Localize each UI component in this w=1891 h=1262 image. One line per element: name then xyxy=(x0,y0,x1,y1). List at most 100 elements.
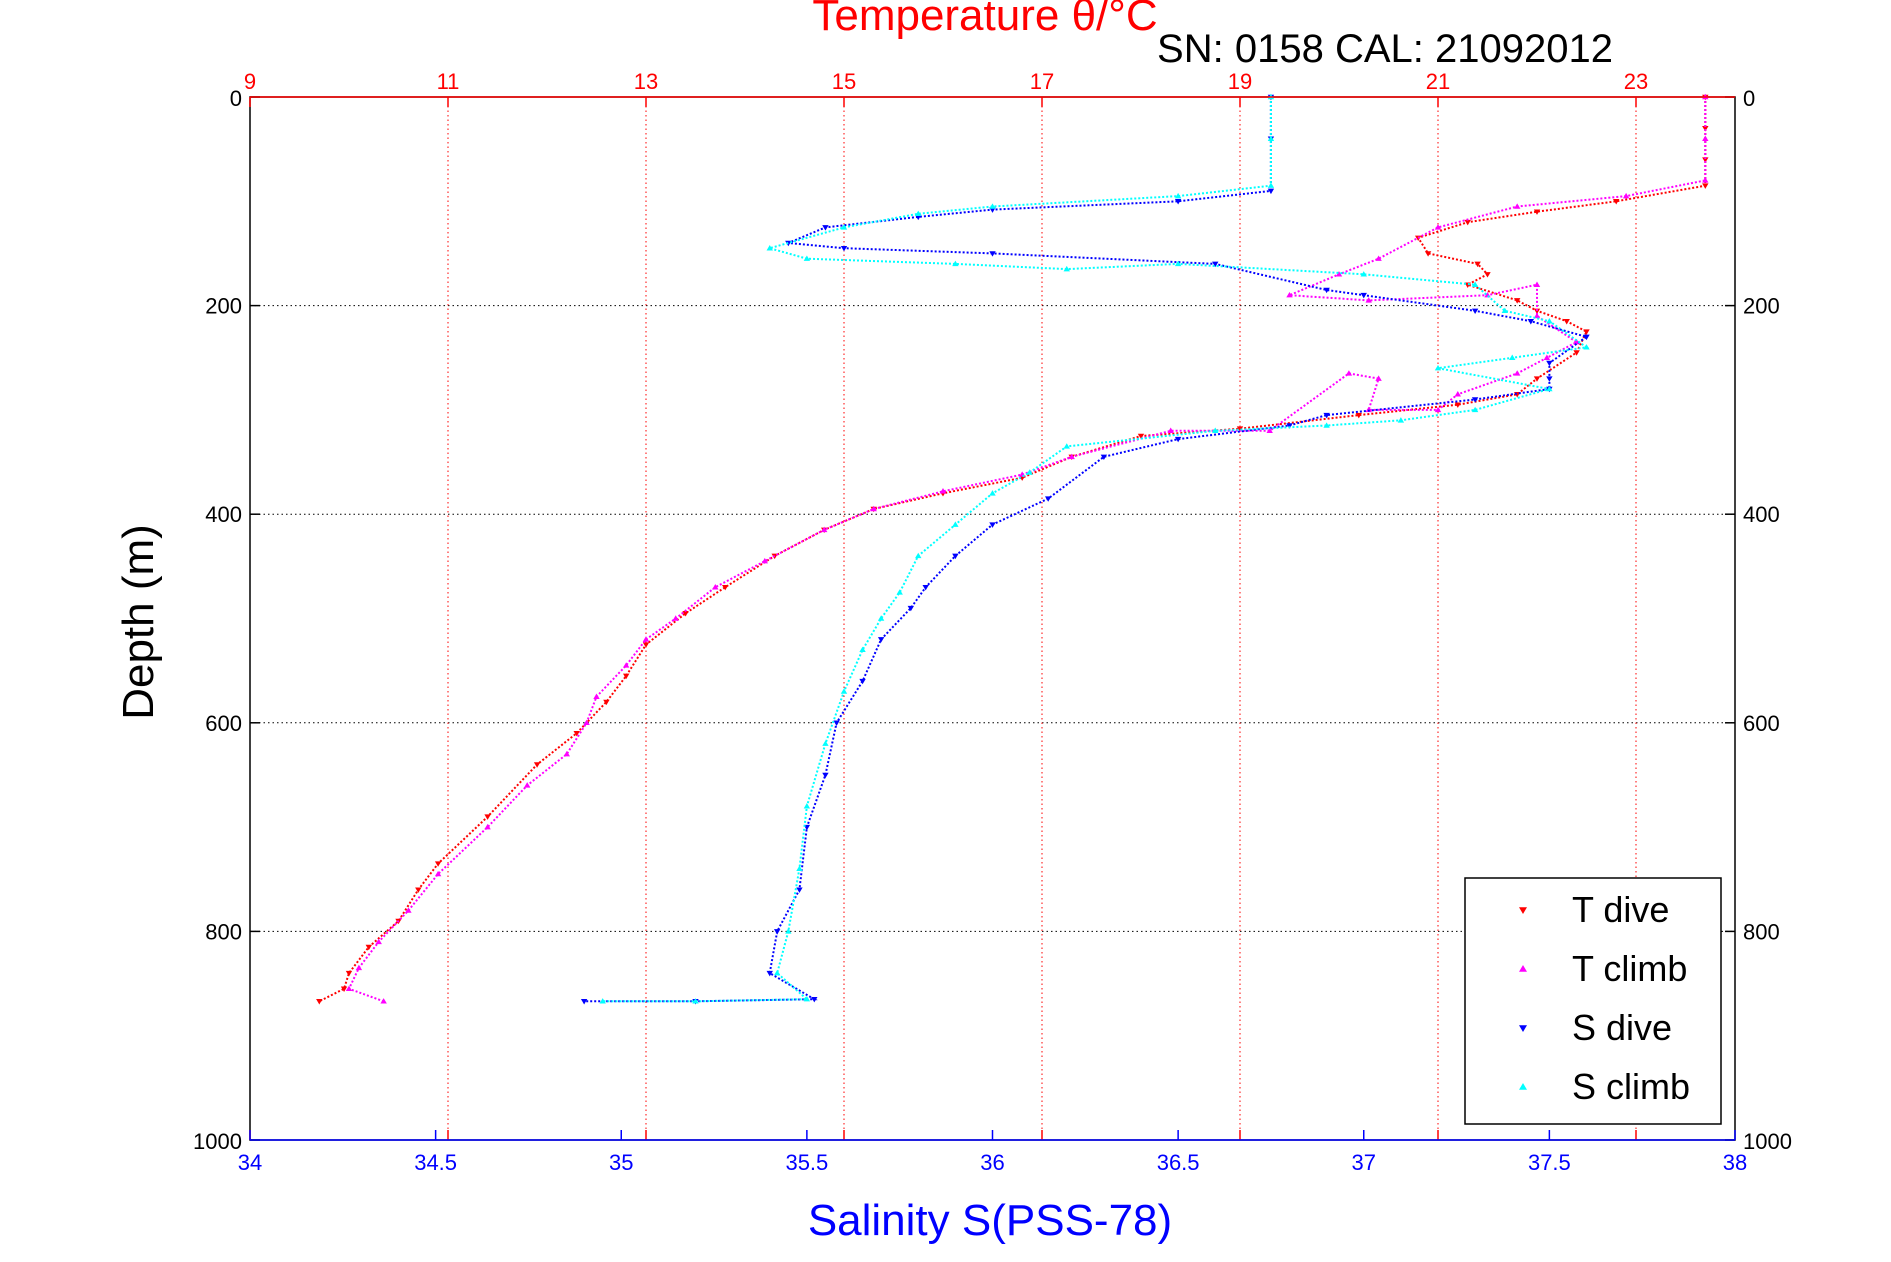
data-point xyxy=(952,521,959,527)
legend-marker xyxy=(1519,1083,1527,1090)
series-s-climb xyxy=(599,93,1590,1004)
data-point xyxy=(692,998,699,1004)
tick-label-salinity: 35 xyxy=(609,1150,633,1175)
tick-label-salinity: 36.5 xyxy=(1157,1150,1200,1175)
data-point xyxy=(1174,192,1182,199)
data-point xyxy=(1174,436,1182,443)
data-point xyxy=(1267,182,1275,188)
data-point xyxy=(1323,287,1330,294)
data-point xyxy=(1613,199,1620,205)
data-point xyxy=(1355,412,1362,419)
tick-label-depth-left: 1000 xyxy=(193,1129,242,1154)
data-point xyxy=(1583,344,1590,350)
data-point xyxy=(1068,453,1075,460)
tick-label-depth-right: 200 xyxy=(1743,294,1780,319)
data-point xyxy=(434,870,442,877)
tick-label-temperature: 9 xyxy=(244,69,256,94)
data-point xyxy=(1454,402,1461,408)
data-point xyxy=(1702,135,1709,141)
tick-label-depth-right: 400 xyxy=(1743,502,1780,527)
tick-label-temperature: 19 xyxy=(1228,69,1252,94)
data-point xyxy=(1474,261,1481,268)
data-point xyxy=(870,505,877,512)
data-point xyxy=(1622,192,1630,199)
data-point xyxy=(1573,338,1580,345)
data-point xyxy=(599,998,606,1004)
data-point xyxy=(1583,334,1590,341)
data-point xyxy=(1167,427,1174,433)
data-point xyxy=(1212,427,1219,433)
data-point xyxy=(1533,281,1541,287)
data-point xyxy=(1345,370,1353,376)
data-point xyxy=(434,861,442,867)
data-point xyxy=(573,730,580,737)
data-point xyxy=(623,673,630,680)
data-point xyxy=(1212,261,1219,268)
data-point xyxy=(345,985,353,992)
data-point xyxy=(796,865,803,872)
data-point xyxy=(952,260,959,267)
data-point xyxy=(1424,251,1432,257)
data-point xyxy=(803,995,811,1002)
chart-subtitle: SN: 0158 CAL: 21092012 xyxy=(1157,27,1613,71)
axis-ticks: 0 0 200 200 400 400 600 600 800 800 1000 1000 9 11 13 1… xyxy=(193,69,1792,1175)
tick-label-salinity: 38 xyxy=(1723,1150,1747,1175)
data-point xyxy=(1323,412,1330,419)
data-point xyxy=(1365,406,1372,413)
series-trace xyxy=(602,97,1590,1003)
data-point xyxy=(821,526,828,533)
legend-marker xyxy=(1519,965,1527,972)
data-point xyxy=(822,740,829,746)
data-point xyxy=(1044,496,1052,502)
data-point xyxy=(822,225,829,231)
data-point xyxy=(1543,354,1551,360)
data-point xyxy=(1375,255,1382,261)
data-point xyxy=(1546,318,1553,324)
tick-label-temperature: 11 xyxy=(437,69,460,94)
data-point xyxy=(1360,271,1367,277)
data-point xyxy=(915,552,922,559)
data-point xyxy=(896,589,903,595)
data-point xyxy=(1434,224,1442,230)
data-point xyxy=(1509,354,1516,360)
data-point xyxy=(766,245,773,251)
data-point xyxy=(563,750,570,757)
data-point xyxy=(1471,397,1479,403)
data-point xyxy=(642,636,650,642)
legend-label: T climb xyxy=(1572,948,1687,989)
data-point xyxy=(1702,177,1709,183)
data-point xyxy=(1514,298,1521,304)
data-point xyxy=(761,557,768,564)
data-point xyxy=(1063,265,1070,272)
tick-label-salinity: 35.5 xyxy=(785,1150,828,1175)
tick-label-depth-right: 600 xyxy=(1743,711,1780,736)
chart-title: Temperature θ/°C xyxy=(812,0,1157,40)
data-point xyxy=(603,699,610,706)
data-point xyxy=(803,803,811,809)
tick-label-depth-right: 1000 xyxy=(1743,1129,1792,1154)
series-t-dive xyxy=(316,94,1709,1005)
data-point xyxy=(773,929,781,935)
series-trace xyxy=(347,97,1707,1003)
data-point xyxy=(952,553,959,560)
data-point xyxy=(1267,135,1275,141)
tick-label-temperature: 21 xyxy=(1426,69,1450,94)
tick-label-temperature: 13 xyxy=(634,69,658,94)
data-point xyxy=(939,488,947,494)
data-point xyxy=(1702,126,1709,132)
tick-label-depth-left: 0 xyxy=(230,86,242,111)
data-point xyxy=(583,719,590,726)
data-point xyxy=(524,782,531,788)
data-point xyxy=(672,615,679,621)
data-point xyxy=(840,688,848,694)
data-point xyxy=(1527,319,1535,325)
data-point xyxy=(1236,426,1244,432)
data-point xyxy=(989,251,996,257)
data-point xyxy=(859,646,866,653)
data-point xyxy=(1360,292,1367,299)
data-point xyxy=(533,762,541,768)
data-point xyxy=(922,584,929,591)
data-point xyxy=(1266,427,1273,433)
data-point xyxy=(1434,406,1442,413)
